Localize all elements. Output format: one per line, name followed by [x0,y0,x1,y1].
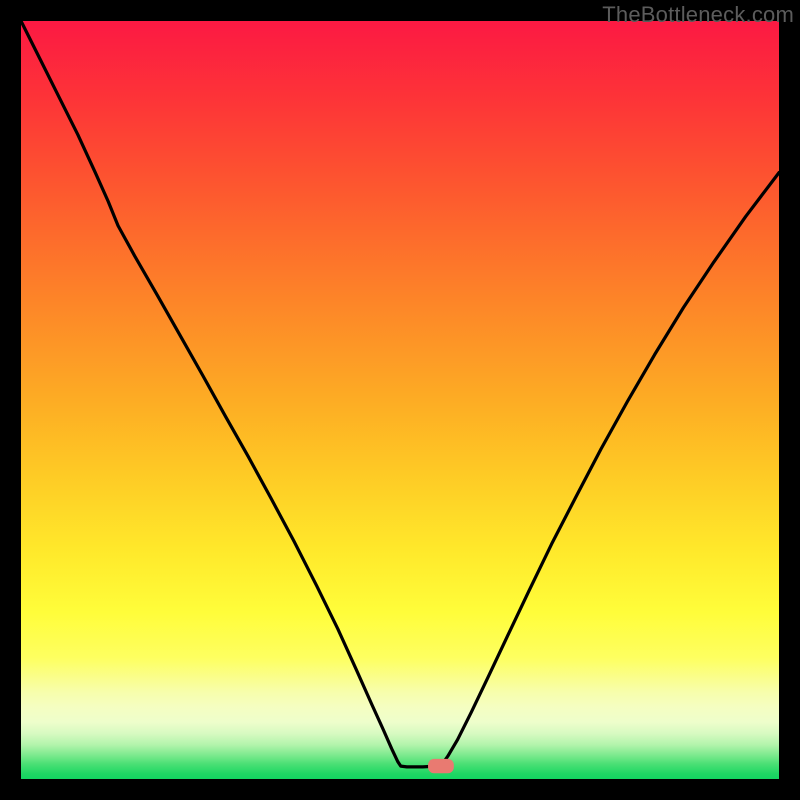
chart-frame: TheBottleneck.com [0,0,800,800]
watermark-text: TheBottleneck.com [602,2,794,28]
bottleneck-v-chart [0,0,800,800]
chart-plot-area [21,21,779,779]
optimum-marker [428,759,454,773]
